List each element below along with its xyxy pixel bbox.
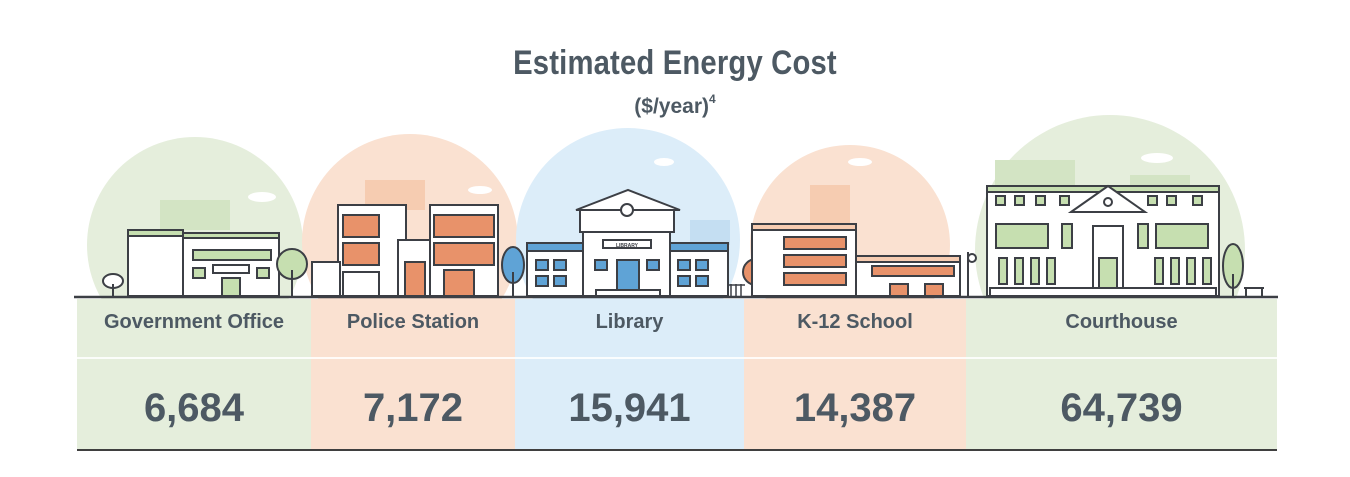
street-lamp [967, 252, 977, 296]
cost-value: 15,941 [568, 386, 691, 430]
bg-block-school [810, 185, 850, 225]
k12-school-building [751, 223, 961, 297]
government-office-building [127, 229, 280, 297]
cost-value: 64,739 [1060, 386, 1183, 430]
courthouse-building [986, 184, 1220, 297]
tree-courthouse [1222, 243, 1244, 296]
bg-block-gov [160, 200, 230, 230]
chart-subtitle: ($/year)4 [0, 92, 1350, 119]
fence [728, 284, 745, 296]
chart-title: Estimated Energy Cost [513, 44, 837, 82]
column-k12-school: K-12 School 14,387 [744, 299, 966, 449]
tree-left [102, 248, 308, 296]
cost-value: 14,387 [793, 386, 917, 430]
category-label: Government Office [103, 311, 285, 333]
library-building [526, 188, 729, 297]
row-divider [966, 357, 1277, 359]
library-sign: LIBRARY [616, 243, 639, 249]
column-library: Library 15,941 [515, 299, 744, 449]
row-divider [77, 357, 311, 359]
tree-police [501, 246, 525, 296]
subtitle-text: ($/year) [634, 95, 710, 118]
column-government-office: Government Office 6,684 [77, 299, 311, 449]
row-divider [311, 357, 515, 359]
row-divider [515, 357, 744, 359]
clouds [248, 153, 1173, 202]
buildings-illustration: LIBRARY [74, 115, 1278, 300]
column-police-station: Police Station 7,172 [311, 299, 515, 449]
column-courthouse: Courthouse 64,739 [966, 299, 1277, 449]
police-station-building [311, 204, 499, 297]
cost-value: 7,172 [362, 386, 464, 430]
category-label: Police Station [346, 311, 480, 333]
energy-cost-table: Government Office 6,684 Police Station 7… [77, 299, 1277, 451]
row-divider [744, 357, 966, 359]
category-label: K-12 School [797, 311, 913, 333]
bg-block-library [690, 220, 730, 245]
bench [1244, 287, 1264, 296]
category-label: Library [595, 311, 664, 333]
category-label: Courthouse [1065, 311, 1178, 333]
footnote-marker: 4 [709, 92, 716, 106]
cost-value: 6,684 [143, 386, 245, 430]
